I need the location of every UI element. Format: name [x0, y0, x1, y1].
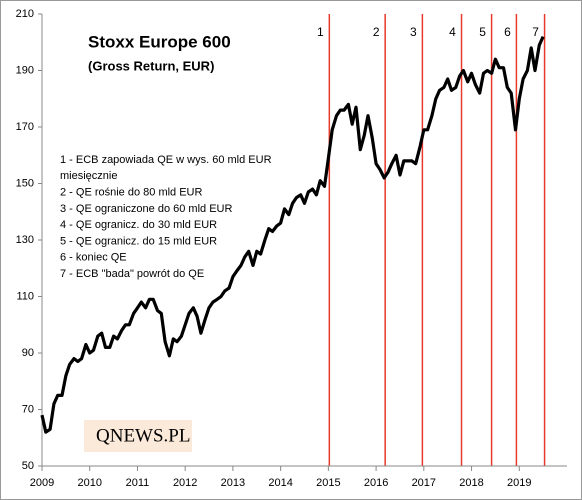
- event-label: 3: [410, 25, 417, 39]
- annotation: 4 - QE ogranicz. do 30 mld EUR: [60, 219, 217, 231]
- y-tick-label: 190: [16, 64, 34, 76]
- annotation: miesięcznie: [60, 170, 117, 182]
- x-tick-label: 2010: [77, 477, 101, 489]
- x-tick-label: 2012: [173, 477, 197, 489]
- y-tick-label: 130: [16, 234, 34, 246]
- x-tick-label: 2015: [316, 477, 340, 489]
- y-tick-label: 110: [16, 290, 34, 302]
- annotation: 6 - koniec QE: [60, 252, 127, 264]
- event-label: 5: [479, 25, 486, 39]
- x-tick-label: 2009: [30, 477, 54, 489]
- x-tick-label: 2018: [459, 477, 483, 489]
- x-tick-label: 2019: [507, 477, 531, 489]
- x-tick-label: 2011: [126, 477, 150, 489]
- annotation: 5 - QE ogranicz. do 15 mld EUR: [60, 235, 217, 247]
- watermark-box: [84, 420, 192, 452]
- annotation: 2 - QE rośnie do 80 mld EUR: [60, 187, 203, 199]
- x-tick-label: 2013: [221, 477, 245, 489]
- y-tick-label: 50: [22, 460, 34, 472]
- y-tick-label: 90: [22, 347, 34, 359]
- annotation: 7 - ECB "bada" powrót do QE: [60, 268, 204, 280]
- annotation: 1 - ECB zapowiada QE w wys. 60 mld EUR: [60, 154, 272, 166]
- y-tick-label: 170: [16, 121, 34, 133]
- event-label: 6: [504, 25, 511, 39]
- event-label: 2: [373, 25, 380, 39]
- event-label: 7: [532, 25, 539, 39]
- watermark: QNEWS.PL: [96, 425, 190, 446]
- chart-title: Stoxx Europe 600: [88, 32, 231, 51]
- x-tick-label: 2014: [268, 477, 292, 489]
- x-tick-label: 2017: [412, 477, 436, 489]
- annotation: 3 - QE ograniczone do 60 mld EUR: [60, 203, 232, 215]
- event-label: 1: [317, 25, 324, 39]
- line-series: [40, 35, 545, 434]
- x-tick-label: 2016: [364, 477, 388, 489]
- chart-subtitle: (Gross Return, EUR): [88, 58, 214, 73]
- y-tick-label: 70: [22, 403, 34, 415]
- y-tick-label: 210: [16, 8, 34, 20]
- event-label: 4: [449, 25, 456, 39]
- y-tick-label: 150: [16, 177, 34, 189]
